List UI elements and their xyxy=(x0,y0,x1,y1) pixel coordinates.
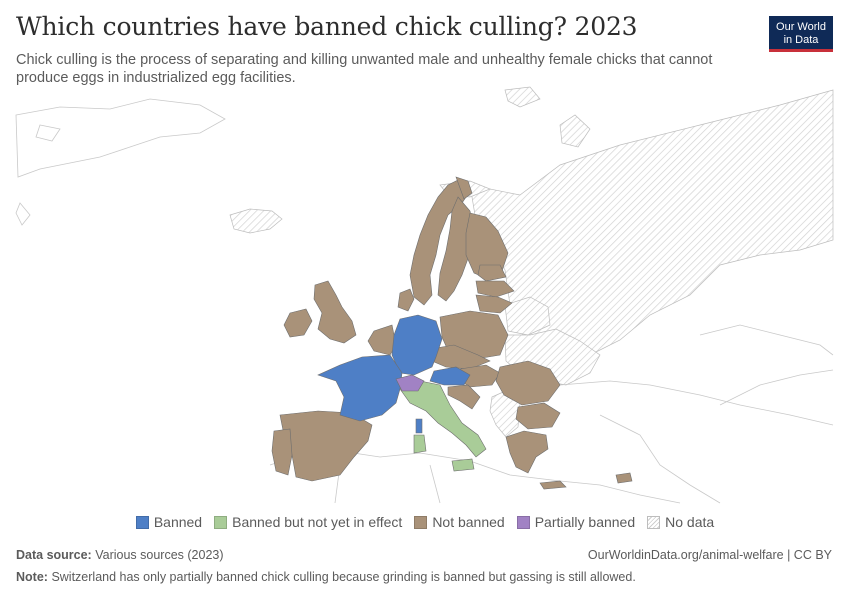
romania xyxy=(495,360,561,406)
germany xyxy=(391,314,443,376)
chart-note: Note: Switzerland has only partially ban… xyxy=(16,570,636,584)
sicily xyxy=(451,458,475,472)
estonia xyxy=(477,264,507,282)
belarus xyxy=(504,296,551,336)
lithuania xyxy=(475,294,513,314)
legend-label-banned: Banned xyxy=(153,514,203,530)
corsica xyxy=(415,418,423,434)
spain xyxy=(279,410,373,482)
legend-label-no-data: No data xyxy=(665,514,715,530)
legend-swatch-partially-banned xyxy=(516,515,530,529)
switzerland xyxy=(395,374,425,392)
italy xyxy=(399,380,487,458)
partially-banned-regions xyxy=(395,374,425,392)
logo-line-2: in Data xyxy=(783,33,819,46)
logo-line-1: Our World xyxy=(776,21,826,33)
legend-label-not-banned: Not banned xyxy=(432,514,505,530)
iceland xyxy=(229,208,283,234)
bulgaria xyxy=(515,402,561,430)
data-source-label: Data source: xyxy=(16,548,92,562)
banned-not-in-effect-regions xyxy=(399,380,487,472)
banned-regions xyxy=(317,314,471,434)
latvia xyxy=(475,280,515,298)
legend-label-banned-not-in-effect: Banned but not yet in effect xyxy=(232,514,403,530)
cyprus xyxy=(615,472,633,484)
legend-item-banned-not-in-effect[interactable]: Banned but not yet in effect xyxy=(214,514,402,530)
denmark xyxy=(397,288,415,312)
arctic-outlines xyxy=(15,98,226,226)
norway-north xyxy=(455,176,473,200)
legend-item-not-banned[interactable]: Not banned xyxy=(414,514,505,530)
legend-label-partially-banned: Partially banned xyxy=(534,514,636,530)
legend-swatch-banned xyxy=(135,515,149,529)
note-text: Switzerland has only partially banned ch… xyxy=(51,570,636,584)
crete xyxy=(539,480,567,490)
legend-swatch-no-data xyxy=(647,515,661,529)
chart-subtitle: Chick culling is the process of separati… xyxy=(16,52,713,86)
legend-swatch-banned-not-in-effect xyxy=(214,515,228,529)
austria xyxy=(429,366,471,386)
france xyxy=(317,354,403,422)
russia xyxy=(469,89,834,366)
note-label: Note: xyxy=(16,570,48,584)
czechia-slovakia xyxy=(429,344,491,370)
map-legend: Banned Banned but not yet in effect Not … xyxy=(0,512,850,532)
legend-item-no-data[interactable]: No data xyxy=(647,514,714,530)
ireland xyxy=(283,308,313,338)
legend-item-partially-banned[interactable]: Partially banned xyxy=(516,514,636,530)
greece xyxy=(505,430,549,474)
uk xyxy=(313,280,357,344)
svalbard xyxy=(504,86,541,108)
croatia-slovenia xyxy=(447,384,481,410)
netherlands-belgium xyxy=(367,324,397,356)
europe-map[interactable] xyxy=(0,85,850,505)
novaya-zemlya xyxy=(559,114,591,148)
portugal xyxy=(271,428,293,476)
data-source: Data source: Various sources (2023) xyxy=(16,548,224,562)
owid-logo[interactable]: Our World in Data xyxy=(769,16,833,52)
chart-title: Which countries have banned chick cullin… xyxy=(16,12,638,41)
sardinia xyxy=(413,434,427,454)
legend-item-banned[interactable]: Banned xyxy=(135,514,203,530)
not-banned-regions xyxy=(271,176,633,490)
source-url[interactable]: OurWorldinData.org/animal-welfare | CC B… xyxy=(587,548,832,562)
data-source-text[interactable]: Various sources (2023) xyxy=(95,548,224,562)
legend-swatch-not-banned xyxy=(414,515,428,529)
